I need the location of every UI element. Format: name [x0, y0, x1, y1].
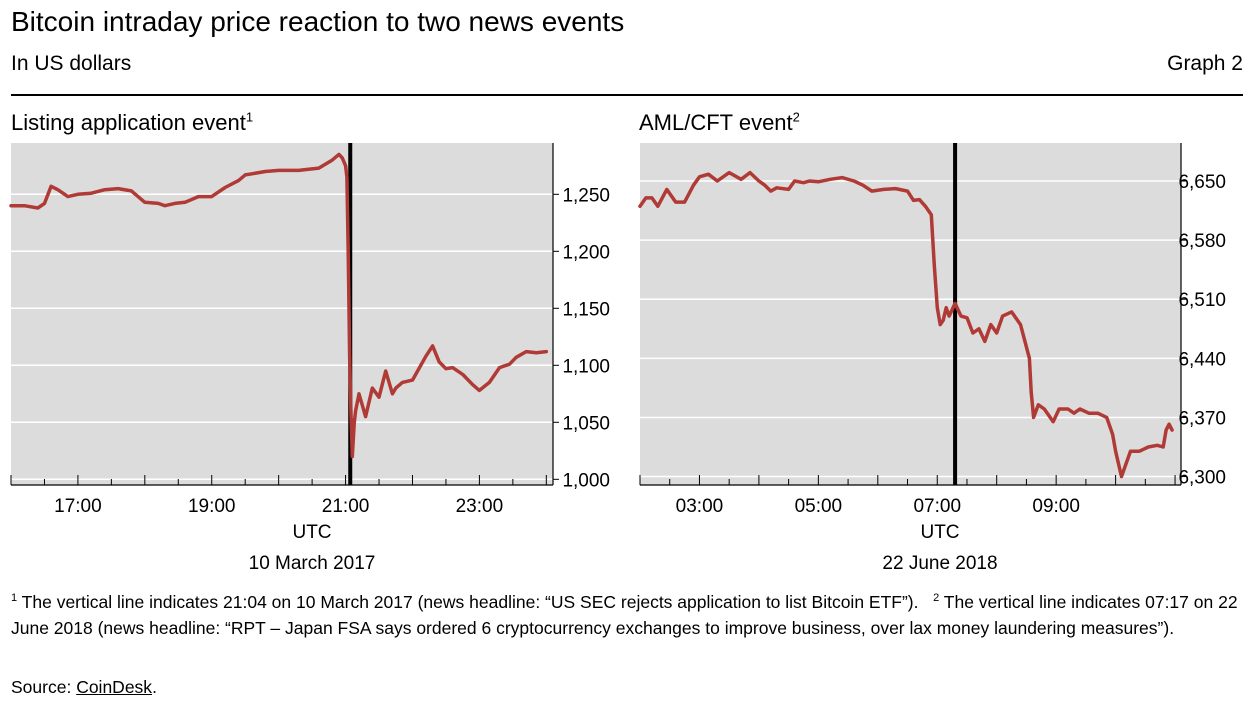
x-tick-label: 05:00: [795, 496, 843, 517]
chart-listing-event: 1,000 1,050 1,100 1,150 1,200 1,250 17:00 19:00…: [9, 143, 610, 574]
header-rule: [11, 94, 1243, 96]
chart-subtitle: In US dollars: [11, 52, 132, 75]
panel-title-left-text: Listing application event: [11, 110, 246, 135]
footnote-2-mark: 2: [933, 592, 940, 605]
source-suffix: .: [152, 677, 157, 697]
x-tick-label: 23:00: [456, 496, 504, 517]
footnote-1-mark: 1: [11, 592, 18, 605]
y-tick-label: 1,150: [562, 299, 610, 320]
panel-title-left-note: 1: [245, 109, 254, 125]
graph-number: Graph 2: [1167, 52, 1243, 75]
panel-title-right-text: AML/CFT event: [639, 110, 793, 135]
y-tick-label: 1,100: [562, 356, 610, 377]
x-tick-label: 07:00: [913, 496, 961, 517]
y-tick-label: 6,650: [1178, 172, 1226, 193]
panel-title-left: Listing application event1: [11, 110, 253, 136]
y-tick-label: 6,300: [1178, 468, 1226, 489]
footnote-2-text: The vertical line indicates 07:17 on 22 …: [11, 592, 1238, 638]
price-series-line: [638, 170, 1174, 479]
y-tick-label: 6,510: [1178, 290, 1226, 311]
footnote-1-text: The vertical line indicates 21:04 on 10 …: [21, 592, 919, 612]
y-tick-label: 1,050: [562, 413, 610, 434]
source-prefix: Source:: [11, 677, 77, 697]
y-tick-label: 1,250: [562, 185, 610, 206]
x-axis-label: UTC: [920, 522, 959, 543]
y-tick-label: 6,580: [1178, 231, 1226, 252]
source-line: Source: CoinDesk.: [11, 677, 157, 698]
panel-title-right: AML/CFT event2: [639, 110, 800, 136]
x-tick-label: 03:00: [676, 496, 724, 517]
chart-aml-event: 6,300 6,370 6,440 6,510 6,580 6,650 03:00 05:00…: [638, 143, 1226, 574]
footnotes: 1 The vertical line indicates 21:04 on 1…: [11, 589, 1245, 641]
source-link[interactable]: CoinDesk: [76, 677, 153, 697]
plot-background: [11, 143, 553, 485]
chart-title: Bitcoin intraday price reaction to two n…: [11, 6, 625, 37]
y-tick-label: 1,200: [562, 242, 610, 263]
date-label: 10 March 2017: [249, 553, 376, 574]
date-label: 22 June 2018: [882, 553, 997, 574]
plot-background: [640, 143, 1181, 485]
x-tick-label: 21:00: [322, 496, 370, 517]
panel-title-right-note: 2: [792, 109, 800, 125]
x-tick-label: 09:00: [1032, 496, 1080, 517]
x-tick-label: 17:00: [54, 496, 102, 517]
y-tick-label: 6,370: [1178, 408, 1226, 429]
x-axis-label: UTC: [292, 522, 331, 543]
y-tick-label: 6,440: [1178, 349, 1226, 370]
x-tick-label: 19:00: [188, 496, 236, 517]
price-series-line: [9, 152, 549, 459]
y-tick-label: 1,000: [562, 470, 610, 491]
